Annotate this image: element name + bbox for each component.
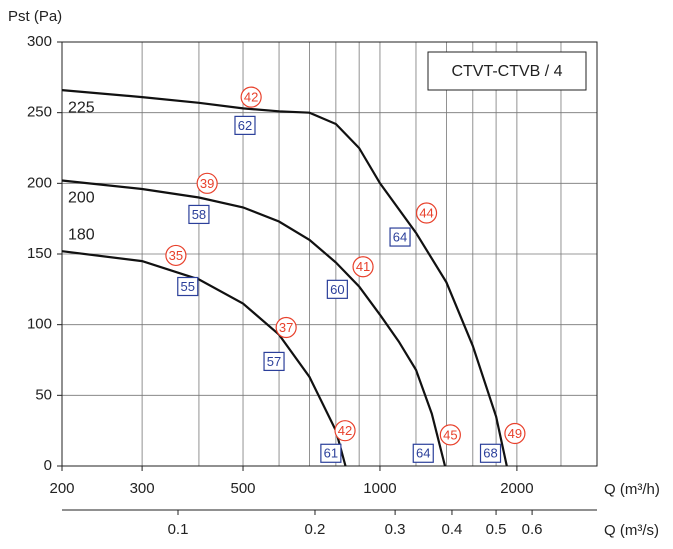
- noise-label: 35: [169, 248, 183, 263]
- title-box: [427, 51, 587, 91]
- noise-box: [389, 227, 411, 247]
- noise-circle: [196, 172, 218, 194]
- noise-label: 39: [200, 176, 214, 191]
- noise-label: 44: [419, 205, 433, 220]
- curve: [61, 250, 347, 467]
- x2-tick-label: 0.5: [486, 521, 507, 538]
- noise-circle: [334, 420, 356, 442]
- y-tick-label: 150: [27, 245, 52, 262]
- noise-box: [177, 276, 199, 297]
- noise-label: 42: [244, 90, 258, 105]
- noise-label: 55: [181, 279, 195, 294]
- x-tick-label: 500: [231, 480, 256, 497]
- noise-circle: [240, 86, 262, 108]
- noise-circle: [165, 244, 187, 267]
- x2-tick-label: 0.3: [385, 521, 406, 538]
- noise-label: 68: [483, 446, 497, 461]
- x2-tick-label: 0.6: [522, 521, 543, 538]
- curve: [61, 179, 447, 467]
- x2-tick-label: 0.1: [168, 521, 189, 538]
- x-tick-label: 1000: [363, 480, 396, 497]
- x2-tick-label: 0.2: [305, 521, 326, 538]
- noise-box: [320, 443, 342, 463]
- noise-label: 64: [416, 446, 430, 461]
- y-tick-label: 100: [27, 316, 52, 333]
- noise-label: 45: [443, 427, 457, 442]
- noise-label: 41: [356, 259, 370, 274]
- noise-label: 37: [279, 320, 293, 335]
- x-axis-label: Q (m³/h): [604, 481, 660, 498]
- noise-label: 61: [324, 446, 338, 461]
- curve-label: 200: [68, 190, 95, 207]
- noise-label: 57: [267, 354, 281, 369]
- noise-box: [326, 279, 348, 299]
- noise-label: 42: [338, 423, 352, 438]
- y-tick-label: 250: [27, 104, 52, 121]
- y-axis-label: Pst (Pa): [8, 8, 62, 25]
- x2-tick-label: 0.4: [442, 521, 463, 538]
- noise-label: 58: [192, 207, 206, 222]
- noise-box: [234, 115, 256, 135]
- noise-box: [412, 443, 434, 463]
- noise-circle: [352, 256, 374, 278]
- curve-label: 225: [68, 99, 95, 116]
- noise-circle: [504, 422, 526, 445]
- noise-circle: [415, 202, 438, 224]
- y-tick-label: 300: [27, 33, 52, 50]
- y-tick-label: 50: [35, 386, 52, 403]
- noise-label: 49: [508, 426, 522, 441]
- x2-axis-label: Q (m³/s): [604, 522, 659, 539]
- noise-box: [263, 351, 285, 372]
- y-tick-label: 0: [44, 457, 52, 474]
- x-tick-label: 200: [49, 480, 74, 497]
- noise-circle: [275, 316, 297, 339]
- y-tick-label: 200: [27, 174, 52, 191]
- x-tick-label: 2000: [500, 480, 533, 497]
- curve: [61, 89, 508, 467]
- noise-circle: [439, 424, 461, 446]
- chart-title: CTVT-CTVB / 4: [451, 63, 562, 80]
- x-tick-label: 300: [130, 480, 155, 497]
- plot-frame: [61, 41, 598, 467]
- noise-box: [479, 443, 502, 463]
- noise-box: [188, 204, 210, 225]
- noise-label: 64: [393, 229, 407, 244]
- noise-label: 62: [238, 118, 252, 133]
- curve-label: 180: [68, 226, 95, 243]
- noise-label: 60: [330, 282, 344, 297]
